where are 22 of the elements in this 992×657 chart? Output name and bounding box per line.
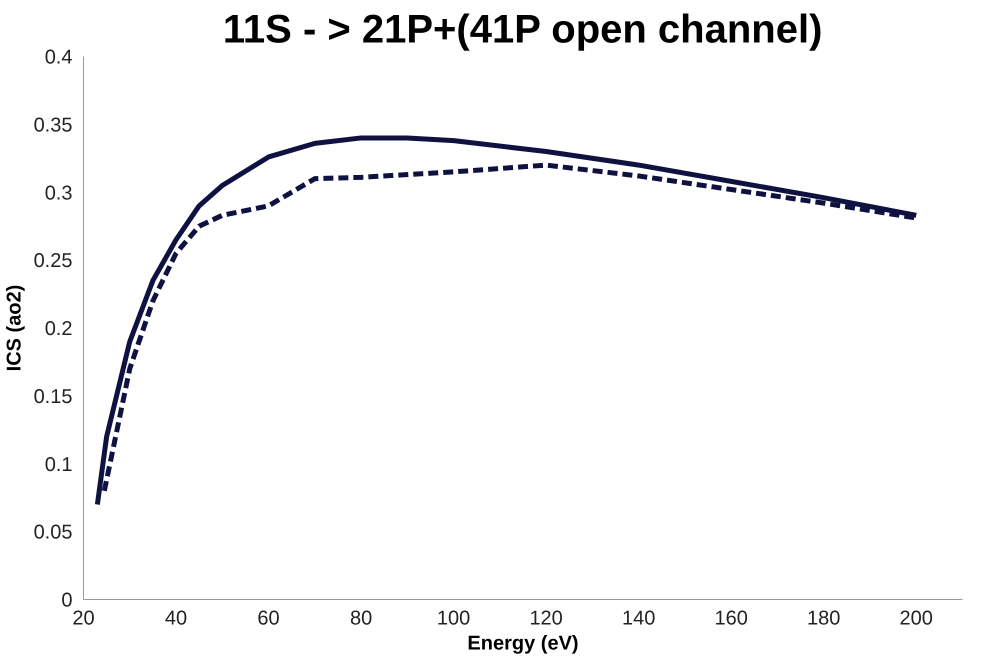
x-axis-title: Energy (eV) [467,632,579,654]
x-tick-label: 140 [622,608,656,630]
x-tick-label: 40 [164,608,188,630]
chart-title: 11S - > 21P+(41P open channel) [222,8,822,52]
y-tick-label: 0 [61,590,72,612]
y-tick-label: 0.35 [34,114,73,136]
y-tick-label: 0.05 [34,522,73,544]
x-tick-label: 20 [72,608,95,630]
y-tick-label: 0.3 [44,182,73,204]
y-tick-label: 0.1 [44,454,73,476]
x-tick-label: 160 [714,608,748,630]
y-axis-title: ICS (ao2) [4,284,26,372]
x-tick-label: 200 [900,608,933,630]
y-tick-label: 0.15 [34,386,73,408]
y-tick-label: 0.25 [34,250,73,272]
y-tick-label: 0.4 [44,46,73,68]
x-tick-label: 100 [436,608,470,630]
x-tick-label: 180 [807,608,840,630]
x-tick-label: 120 [529,608,563,630]
x-tick-label: 80 [350,608,372,630]
x-tick-label: 60 [257,608,280,630]
y-tick-label: 0.2 [44,318,73,340]
